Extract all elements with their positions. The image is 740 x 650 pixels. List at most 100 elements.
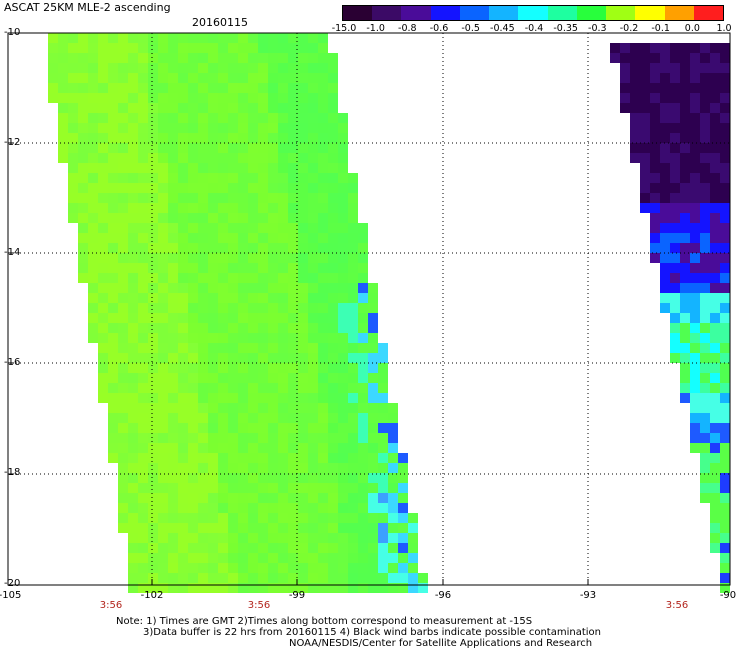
swath-cell: [700, 63, 710, 73]
swath-cell: [168, 423, 178, 433]
swath-cell: [378, 543, 388, 553]
swath-cell: [680, 363, 690, 373]
swath-cell: [178, 313, 188, 323]
swath-cell: [108, 53, 118, 63]
swath-cell: [228, 503, 238, 513]
swath-cell: [128, 143, 138, 153]
swath-cell: [128, 513, 138, 523]
swath-cell: [78, 133, 88, 143]
swath-cell: [398, 523, 408, 533]
swath-cell: [278, 353, 288, 363]
swath-cell: [720, 273, 730, 283]
swath-cell: [188, 203, 198, 213]
swath-cell: [148, 203, 158, 213]
swath-cell: [268, 213, 278, 223]
swath-cell: [680, 333, 690, 343]
swath-cell: [168, 463, 178, 473]
swath-cell: [308, 183, 318, 193]
swath-cell: [248, 383, 258, 393]
swath-cell: [680, 113, 690, 123]
swath-cell: [98, 113, 108, 123]
swath-cell: [348, 533, 358, 543]
swath-cell: [700, 73, 710, 83]
swath-cell: [690, 333, 700, 343]
swath-cell: [328, 273, 338, 283]
swath-cell: [278, 383, 288, 393]
swath-cell: [208, 203, 218, 213]
swath-cell: [108, 363, 118, 373]
swath-cell: [198, 43, 208, 53]
swath-cell: [138, 163, 148, 173]
swath-cell: [700, 123, 710, 133]
swath-cell: [188, 373, 198, 383]
swath-cell: [258, 553, 268, 563]
swath-cell: [700, 353, 710, 363]
swath-cell: [128, 43, 138, 53]
swath-cell: [368, 523, 378, 533]
swath-cell: [378, 513, 388, 523]
swath-cell: [318, 163, 328, 173]
swath-cell: [198, 113, 208, 123]
swath-cell: [178, 163, 188, 173]
swath-cell: [318, 73, 328, 83]
swath-cell: [700, 203, 710, 213]
swath-cell: [158, 353, 168, 363]
swath-cell: [188, 213, 198, 223]
swath-cell: [298, 363, 308, 373]
swath-cell: [710, 243, 720, 253]
swath-cell: [128, 463, 138, 473]
swath-cell: [378, 453, 388, 463]
swath-cell: [398, 573, 408, 583]
swath-cell: [258, 513, 268, 523]
swath-cell: [298, 553, 308, 563]
swath-cell: [148, 453, 158, 463]
swath-cell: [378, 343, 388, 353]
swath-cell: [358, 333, 368, 343]
swath-cell: [378, 523, 388, 533]
swath-cell: [118, 423, 128, 433]
swath-cell: [368, 443, 378, 453]
swath-cell: [338, 333, 348, 343]
swath-cell: [650, 123, 660, 133]
swath-cell: [188, 273, 198, 283]
swath-cell: [158, 493, 168, 503]
swath-cell: [660, 173, 670, 183]
swath-cell: [258, 433, 268, 443]
swath-cell: [700, 43, 710, 53]
swath-cell: [660, 133, 670, 143]
swath-cell: [298, 373, 308, 383]
swath-cell: [228, 403, 238, 413]
swath-cell: [298, 563, 308, 573]
swath-cell: [118, 463, 128, 473]
swath-cell: [640, 103, 650, 113]
swath-cell: [368, 413, 378, 423]
swath-cell: [238, 223, 248, 233]
swath-cell: [58, 63, 68, 73]
swath-cell: [650, 233, 660, 243]
swath-cell: [358, 413, 368, 423]
swath-cell: [178, 513, 188, 523]
swath-cell: [218, 273, 228, 283]
swath-cell: [278, 473, 288, 483]
swath-cell: [208, 133, 218, 143]
swath-cell: [98, 293, 108, 303]
swath-cell: [278, 103, 288, 113]
swath-cell: [178, 243, 188, 253]
swath-cell: [720, 333, 730, 343]
swath-cell: [168, 353, 178, 363]
swath-cell: [158, 563, 168, 573]
swath-cell: [178, 553, 188, 563]
swath-cell: [328, 163, 338, 173]
swath-cell: [238, 373, 248, 383]
swath-cell: [328, 573, 338, 583]
swath-cell: [278, 223, 288, 233]
swath-cell: [258, 123, 268, 133]
swath-cell: [238, 113, 248, 123]
swath-cell: [228, 573, 238, 583]
swath-cell: [318, 373, 328, 383]
swath-cell: [298, 153, 308, 163]
swath-cell: [248, 443, 258, 453]
swath-cell: [228, 453, 238, 463]
swath-cell: [188, 403, 198, 413]
swath-cell: [118, 223, 128, 233]
